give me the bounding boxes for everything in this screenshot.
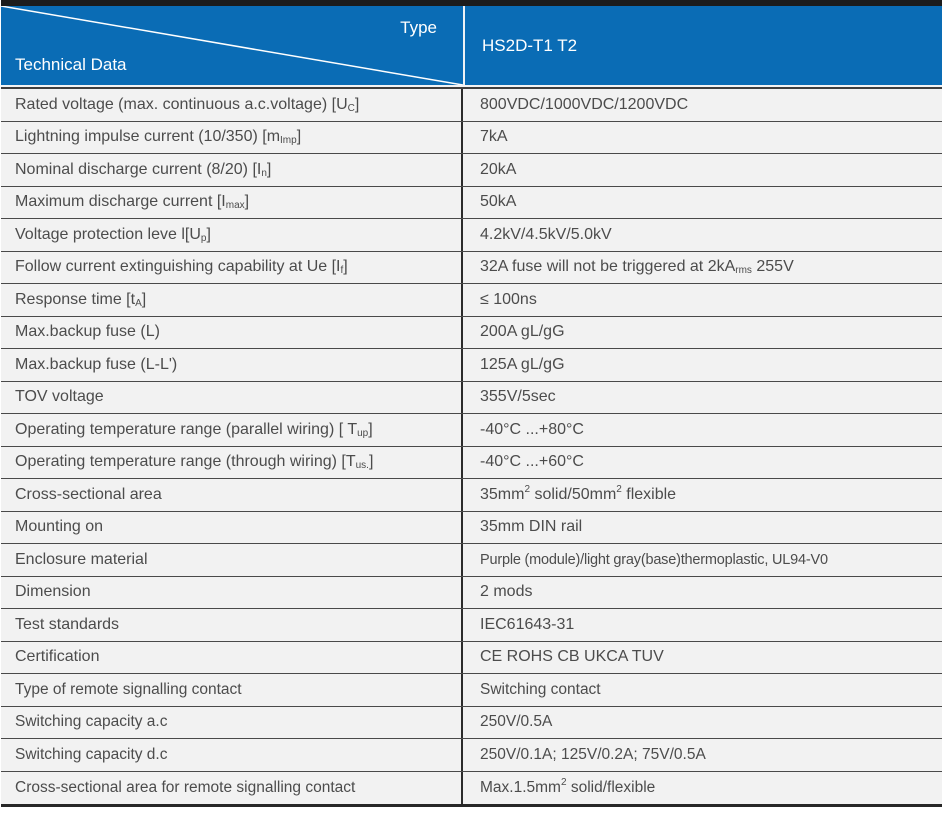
row-label: Mounting on — [1, 511, 463, 543]
row-value: -40°C ...+60°C — [480, 453, 584, 471]
row-label: Switching capacity d.c — [1, 739, 463, 771]
model-name: HS2D-T1 T2 — [482, 35, 578, 55]
header-corner-cell: Type Technical Data — [1, 6, 463, 85]
row-value: 32A fuse will not be triggered at 2kA rms… — [480, 258, 794, 277]
row-label: Voltage protection leve l[U p] — [1, 219, 463, 251]
row-label: Lightning impulse current (10/350) [m Imp… — [1, 121, 463, 153]
table-row: Rated voltage (max. continuous a.c.volta… — [1, 89, 942, 122]
table-row: Dimension 2 mods — [1, 576, 942, 609]
table-row: Operating temperature range (through wir… — [1, 446, 942, 479]
table-row: Mounting on 35mm DIN rail — [1, 511, 942, 544]
table-row: Type of remote signalling contact Switch… — [1, 674, 942, 707]
row-value: CE ROHS CB UKCA TUV — [480, 648, 664, 666]
row-value: Switching contact — [480, 680, 601, 698]
table-row: Max.backup fuse (L) 200A gL/gG — [1, 316, 942, 349]
table-row: Lightning impulse current (10/350) [m Imp… — [1, 121, 942, 154]
row-label: Dimension — [1, 576, 463, 608]
table-row: Certification CE ROHS CB UKCA TUV — [1, 641, 942, 674]
table-top-border — [1, 0, 942, 6]
table-row: Operating temperature range (parallel wi… — [1, 414, 942, 447]
row-label: TOV voltage — [1, 381, 463, 413]
table-row: Enclosure material Purple (module)/light… — [1, 544, 942, 577]
row-value: 4.2kV/4.5kV/5.0kV — [480, 225, 612, 243]
table-row: Max.backup fuse (L-L') 125A gL/gG — [1, 349, 942, 382]
row-label: Enclosure material — [1, 544, 463, 576]
row-value: 250V/0.5A — [480, 713, 553, 731]
row-label: Switching capacity a.c — [1, 706, 463, 738]
table-row: TOV voltage 355V/5sec — [1, 381, 942, 414]
header-type-label: Type — [400, 18, 437, 37]
table-body: Rated voltage (max. continuous a.c.volta… — [1, 87, 942, 807]
technical-data-table: Type Technical Data HS2D-T1 T2 Rated vol… — [1, 0, 942, 807]
header-technical-data-label: Technical Data — [15, 55, 127, 74]
row-label: Response time [t A] — [1, 284, 463, 316]
row-label: Nominal discharge current (8/20) [I n] — [1, 154, 463, 186]
row-label: Type of remote signalling contact — [1, 674, 463, 706]
table-row: Follow current extinguishing capability … — [1, 251, 942, 284]
row-label: Operating temperature range (parallel wi… — [1, 414, 463, 446]
diagonal-divider-line — [1, 6, 463, 85]
row-label: Maximum discharge current [I max] — [1, 186, 463, 218]
row-label: Follow current extinguishing capability … — [1, 251, 463, 283]
table-row: Voltage protection leve l[U p] 4.2kV/4.5k… — [1, 219, 942, 252]
row-label: Rated voltage (max. continuous a.c.volta… — [1, 89, 463, 121]
row-value: 125A gL/gG — [480, 355, 565, 373]
table-row: Cross-sectional area for remote signalli… — [1, 771, 942, 804]
table-row: Nominal discharge current (8/20) [I n] 20… — [1, 154, 942, 187]
row-value: 200A gL/gG — [480, 323, 565, 341]
row-value: 800VDC/1000VDC/1200VDC — [480, 95, 689, 113]
row-label: Cross-sectional area for remote signalli… — [1, 771, 463, 804]
row-value: IEC61643-31 — [480, 615, 575, 633]
row-value: 20kA — [480, 160, 517, 178]
row-label: Certification — [1, 641, 463, 673]
row-label: Max.backup fuse (L-L') — [1, 349, 463, 381]
row-value: ≤ 100ns — [480, 290, 537, 308]
row-value: 50kA — [480, 193, 517, 211]
row-value: 355V/5sec — [480, 388, 556, 406]
row-label: Max.backup fuse (L) — [1, 316, 463, 348]
row-value: Max.1.5mm 2 solid/flexible — [480, 776, 656, 796]
row-label: Test standards — [1, 609, 463, 641]
table-header: Type Technical Data HS2D-T1 T2 — [1, 6, 942, 87]
row-value: 7kA — [480, 128, 508, 146]
row-value: 35mm 2 solid/50mm 2 flexible — [480, 483, 677, 503]
row-value: -40°C ...+80°C — [480, 420, 584, 438]
row-value: 250V/0.1A; 125V/0.2A; 75V/0.5A — [480, 745, 706, 763]
row-value: 2 mods — [480, 583, 533, 601]
table-row: Test standards IEC61643-31 — [1, 609, 942, 642]
header-model-cell: HS2D-T1 T2 — [463, 6, 942, 85]
table-row: Switching capacity d.c 250V/0.1A; 125V/0… — [1, 739, 942, 772]
row-label: Cross-sectional area — [1, 479, 463, 511]
table-row: Maximum discharge current [I max] 50kA — [1, 186, 942, 219]
table-row: Cross-sectional area 35mm 2 solid/50mm 2 f… — [1, 479, 942, 512]
row-value: 35mm DIN rail — [480, 518, 583, 536]
row-label: Operating temperature range (through wir… — [1, 446, 463, 478]
row-value: Purple (module)/light gray(base)thermopl… — [480, 551, 828, 568]
table-row: Response time [t A] ≤ 100ns — [1, 284, 942, 317]
table-row: Switching capacity a.c 250V/0.5A — [1, 706, 942, 739]
